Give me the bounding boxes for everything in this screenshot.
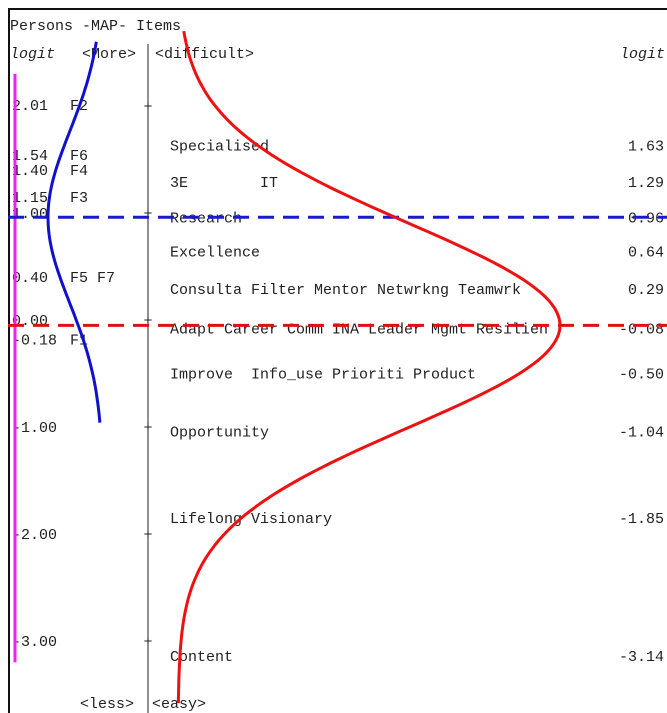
item-label: Research <box>170 210 242 227</box>
person-logit-label: 1.54 <box>12 148 48 165</box>
central-axis: + + + + + + <box>143 44 153 713</box>
person-logit-label: -1.00 <box>12 420 57 437</box>
item-logit-label: -1.04 <box>619 424 664 441</box>
item-logit-label: -1.85 <box>619 511 664 528</box>
distribution-overlays <box>8 30 667 704</box>
axis-tick: + <box>143 206 152 223</box>
right-axis-label: logit <box>620 46 665 63</box>
person-label: F3 <box>70 190 88 207</box>
more-label: <More> <box>82 46 136 63</box>
axis-tick: + <box>143 634 152 651</box>
item-logit-label: 1.29 <box>628 175 664 192</box>
item-label: Content <box>170 649 233 666</box>
person-logit-label: 0.00 <box>12 313 48 330</box>
chart-title: Persons -MAP- Items <box>10 18 181 35</box>
person-logit-label: 0.40 <box>12 270 48 287</box>
left-axis-label: logit <box>10 46 55 63</box>
difficult-label: <difficult> <box>155 46 254 63</box>
person-logit-label: 1.15 <box>12 190 48 207</box>
person-logit-label: 1.40 <box>12 163 48 180</box>
item-logit-label: 0.29 <box>628 282 664 299</box>
axis-tick: + <box>143 99 152 116</box>
person-labels: 2.01 F21.54 F61.40 F41.15 F31.000.40 F5 F70.0… <box>12 98 115 651</box>
person-distribution-curve <box>46 41 102 423</box>
item-logit-label: -0.08 <box>619 322 664 339</box>
person-logit-label: -2.00 <box>12 527 57 544</box>
less-label: <less> <box>80 696 134 713</box>
item-label: Excellence <box>170 245 260 262</box>
item-logit-label: 0.64 <box>628 245 664 262</box>
axis-tick: + <box>143 420 152 437</box>
person-logit-label: -0.18 <box>12 332 57 349</box>
item-label: Consulta Filter Mentor Netwrkng Teamwrk <box>170 282 521 299</box>
item-label: Specialised <box>170 139 269 156</box>
person-label: F5 F7 <box>70 270 115 287</box>
person-logit-label: 1.00 <box>12 206 48 223</box>
axis-tick: + <box>143 527 152 544</box>
person-label: F6 <box>70 148 88 165</box>
item-label: Improve Info_use Prioriti Product <box>170 367 476 384</box>
item-logit-label: 1.63 <box>628 139 664 156</box>
easy-label: <easy> <box>152 696 206 713</box>
person-logit-label: -3.00 <box>12 634 57 651</box>
item-logit-label: -3.14 <box>619 649 664 666</box>
axis-tick: + <box>143 313 152 330</box>
item-logit-label: -0.50 <box>619 367 664 384</box>
map-frame <box>8 8 667 713</box>
person-logit-label: 2.01 <box>12 98 48 115</box>
item-distribution-curve <box>176 30 562 704</box>
item-label: Opportunity <box>170 424 269 441</box>
item-label: Lifelong Visionary <box>170 511 332 528</box>
person-label: F4 <box>70 163 88 180</box>
item-label: 3E IT <box>170 175 278 192</box>
